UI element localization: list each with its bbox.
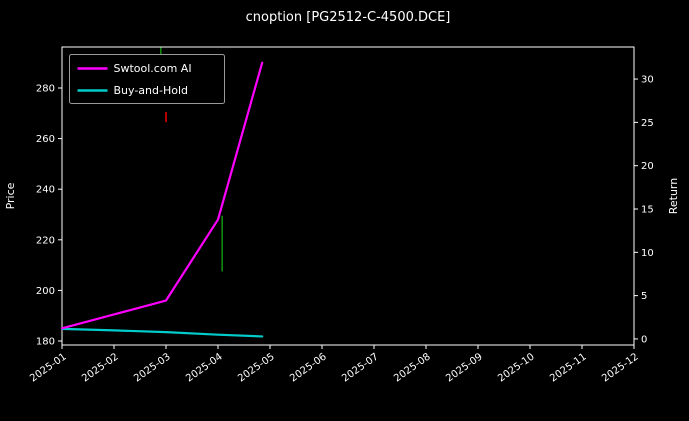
y-left-tick-label: 200 (36, 286, 55, 297)
series-line-swtool-com-ai (60, 61, 264, 330)
y-right-tick-label: 0 (641, 334, 647, 345)
legend-box (69, 54, 225, 104)
y-left-tick-label: 260 (36, 134, 55, 145)
series-line-buy-and-hold (60, 327, 264, 338)
y-left-tick-label: 240 (36, 185, 55, 196)
plot-border (61, 46, 635, 346)
y-right-tick-label: 20 (641, 161, 654, 172)
y-right-tick-label: 30 (641, 75, 654, 86)
chart-title: cnoption [PG2512-C-4500.DCE] (246, 10, 451, 25)
y-right-tick-label: 5 (641, 291, 647, 302)
legend-label: Buy-and-Hold (114, 84, 189, 97)
legend-label: Swtool.com AI (114, 62, 192, 75)
y-right-tick-label: 25 (641, 118, 654, 129)
y-left-tick-label: 180 (36, 337, 55, 348)
y-axis-label-price: Price (4, 182, 17, 209)
y-right-tick-label: 10 (641, 248, 654, 259)
y-left-tick-label: 280 (36, 83, 55, 94)
y-right-tick-label: 15 (641, 204, 654, 215)
y-left-tick-label: 220 (36, 235, 55, 246)
y-axis-label-return: Return (667, 178, 680, 215)
